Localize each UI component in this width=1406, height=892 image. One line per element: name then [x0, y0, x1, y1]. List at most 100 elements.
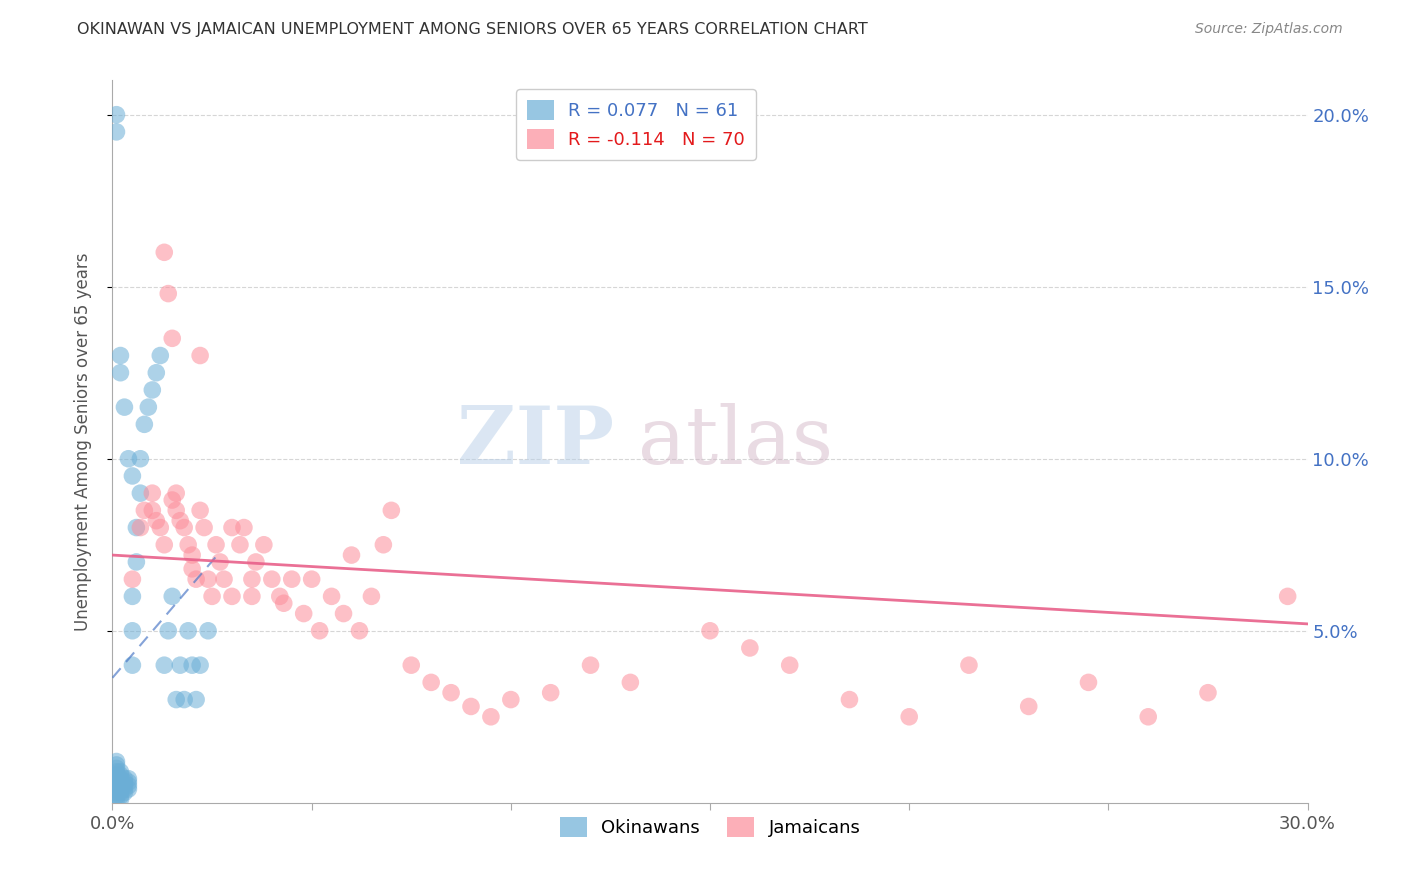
Point	[141, 486, 163, 500]
Point	[340, 548, 363, 562]
Point	[162, 331, 183, 345]
Point	[738, 640, 761, 655]
Point	[165, 692, 187, 706]
Point	[157, 286, 180, 301]
Point	[125, 555, 148, 569]
Point	[181, 562, 204, 576]
Point	[110, 779, 132, 793]
Point	[149, 520, 172, 534]
Point	[281, 572, 304, 586]
Point	[110, 785, 132, 799]
Point	[145, 514, 167, 528]
Point	[105, 755, 128, 769]
Point	[177, 538, 200, 552]
Point	[165, 503, 187, 517]
Point	[121, 590, 143, 604]
Point	[349, 624, 371, 638]
Point	[162, 493, 183, 508]
Point	[129, 451, 152, 466]
Point	[153, 658, 176, 673]
Point	[110, 349, 132, 363]
Point	[401, 658, 423, 673]
Point	[117, 782, 139, 797]
Point	[117, 779, 139, 793]
Point	[440, 686, 463, 700]
Point	[186, 572, 208, 586]
Point	[105, 125, 128, 139]
Point	[141, 383, 163, 397]
Point	[420, 675, 443, 690]
Y-axis label: Unemployment Among Seniors over 65 years: Unemployment Among Seniors over 65 years	[73, 252, 91, 631]
Point	[110, 764, 132, 779]
Point	[105, 779, 128, 793]
Point	[117, 775, 139, 789]
Point	[245, 555, 267, 569]
Point	[105, 768, 128, 782]
Point	[138, 400, 160, 414]
Point	[269, 590, 291, 604]
Point	[201, 590, 224, 604]
Point	[145, 366, 167, 380]
Point	[125, 520, 148, 534]
Point	[197, 572, 219, 586]
Point	[240, 572, 263, 586]
Point	[188, 503, 211, 517]
Point	[117, 772, 139, 786]
Point	[229, 538, 252, 552]
Point	[169, 658, 191, 673]
Point	[110, 775, 132, 789]
Point	[110, 772, 132, 786]
Point	[540, 686, 562, 700]
Point	[134, 417, 156, 432]
Point	[162, 590, 183, 604]
Point	[117, 451, 139, 466]
Point	[373, 538, 395, 552]
Point	[121, 658, 143, 673]
Point	[110, 782, 132, 797]
Text: Source: ZipAtlas.com: Source: ZipAtlas.com	[1195, 22, 1343, 37]
Point	[212, 572, 235, 586]
Point	[141, 503, 163, 517]
Point	[173, 692, 195, 706]
Point	[898, 710, 921, 724]
Point	[188, 349, 211, 363]
Point	[221, 520, 243, 534]
Point	[129, 520, 152, 534]
Point	[1137, 710, 1160, 724]
Point	[114, 400, 135, 414]
Point	[186, 692, 208, 706]
Point	[165, 486, 187, 500]
Point	[479, 710, 502, 724]
Point	[460, 699, 482, 714]
Point	[149, 349, 172, 363]
Point	[105, 761, 128, 775]
Point	[260, 572, 283, 586]
Point	[114, 775, 135, 789]
Point	[193, 520, 215, 534]
Text: ZIP: ZIP	[457, 402, 614, 481]
Point	[181, 548, 204, 562]
Point	[380, 503, 402, 517]
Point	[1197, 686, 1219, 700]
Point	[121, 469, 143, 483]
Point	[197, 624, 219, 638]
Point	[114, 785, 135, 799]
Point	[240, 590, 263, 604]
Point	[957, 658, 980, 673]
Point	[105, 785, 128, 799]
Point	[110, 366, 132, 380]
Point	[105, 792, 128, 806]
Point	[105, 758, 128, 772]
Point	[105, 775, 128, 789]
Point	[114, 779, 135, 793]
Point	[134, 503, 156, 517]
Point	[1018, 699, 1040, 714]
Point	[121, 624, 143, 638]
Point	[121, 572, 143, 586]
Point	[273, 596, 295, 610]
Point	[1277, 590, 1299, 604]
Legend: Okinawans, Jamaicans: Okinawans, Jamaicans	[553, 810, 868, 845]
Text: atlas: atlas	[638, 402, 834, 481]
Point	[321, 590, 343, 604]
Point	[360, 590, 382, 604]
